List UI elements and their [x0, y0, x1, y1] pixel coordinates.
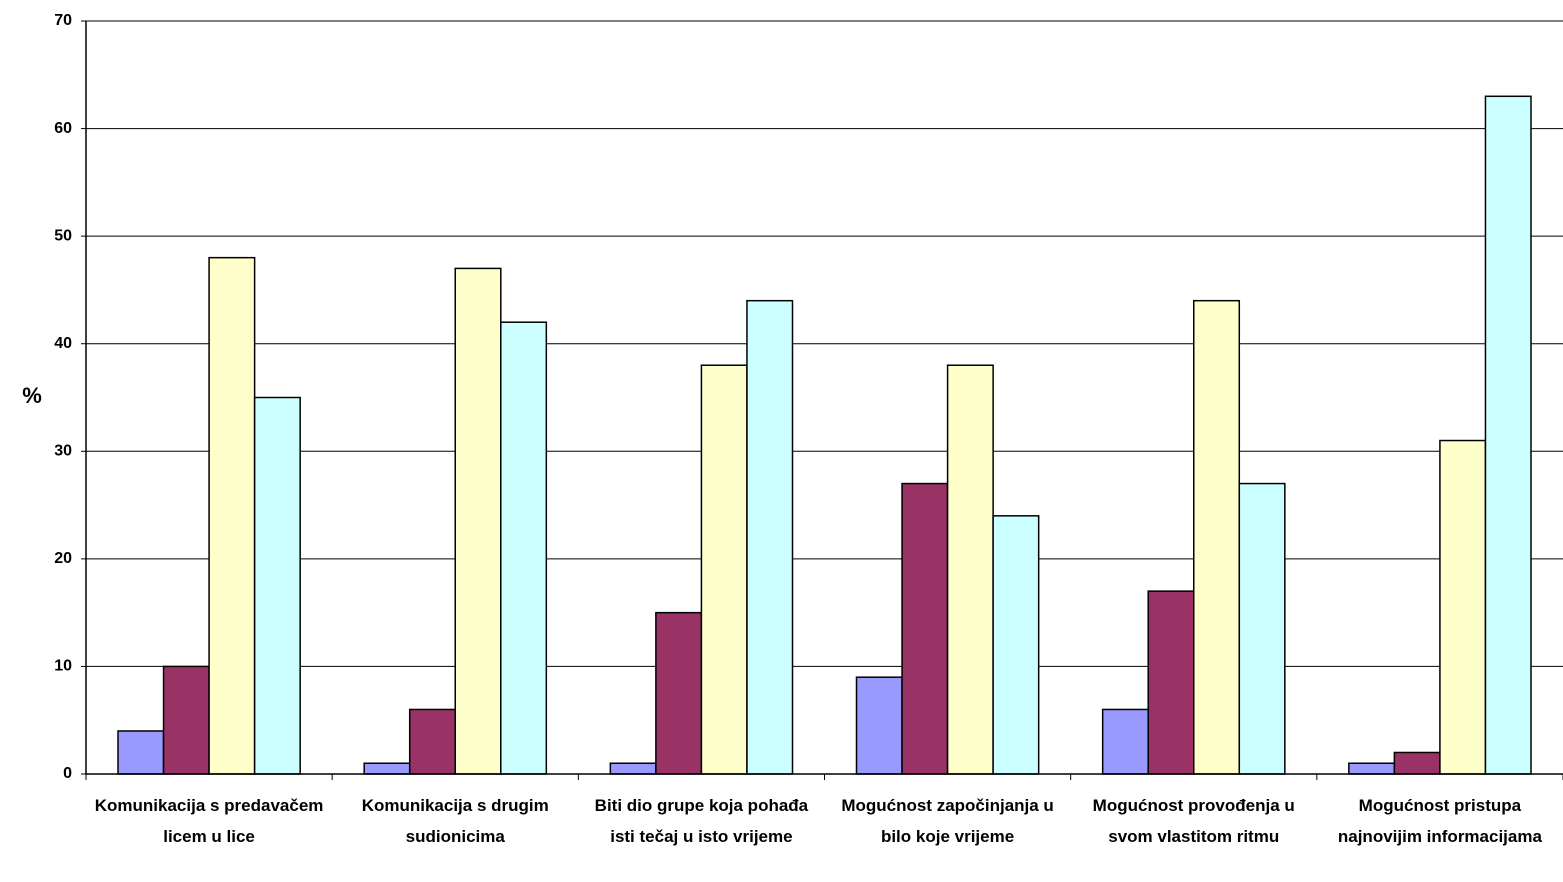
- bar: [1348, 762, 1396, 775]
- x-tick-label: Mogućnost započinjanja u bilo koje vrije…: [841, 796, 1054, 846]
- y-axis-label: %: [22, 383, 42, 408]
- bar: [1101, 708, 1149, 775]
- bar: [1484, 95, 1532, 775]
- bar: [901, 482, 949, 775]
- bar: [253, 396, 301, 775]
- x-tick-label: Biti dio grupe koja pohađa isti tečaj u …: [594, 796, 809, 846]
- bar: [363, 762, 411, 775]
- bar: [117, 730, 165, 775]
- y-tick-label: 40: [54, 335, 72, 352]
- x-tick-label: Mogućnost provođenja u svom vlastitom ri…: [1092, 796, 1295, 846]
- bar: [1439, 439, 1487, 775]
- x-tick-label: Komunikacija s drugim sudionicima: [361, 796, 549, 846]
- bar: [609, 762, 657, 775]
- bar: [1147, 590, 1195, 775]
- bar: [1193, 299, 1241, 775]
- bar: [1393, 751, 1441, 775]
- bar: [208, 256, 256, 775]
- y-tick-label: 20: [54, 550, 72, 567]
- bar: [700, 364, 748, 775]
- bar: [992, 515, 1040, 775]
- bar: [1238, 482, 1286, 775]
- y-tick-label: 60: [54, 120, 72, 137]
- bar: [946, 364, 994, 775]
- bar: [162, 665, 210, 775]
- x-tick-label: Mogućnost pristupa najnovijim informacij…: [1337, 796, 1542, 846]
- y-tick-label: 70: [54, 12, 72, 29]
- bar: [408, 708, 456, 775]
- y-tick-label: 50: [54, 227, 72, 244]
- bar: [855, 676, 903, 775]
- bar: [655, 611, 703, 775]
- bar: [454, 267, 502, 775]
- x-tick-label: Komunikacija s predavačem licem u lice: [94, 796, 324, 846]
- bar: [500, 321, 548, 775]
- y-tick-label: 10: [54, 658, 72, 675]
- y-tick-label: 0: [63, 765, 72, 782]
- bar: [746, 299, 794, 775]
- y-tick-label: 30: [54, 443, 72, 460]
